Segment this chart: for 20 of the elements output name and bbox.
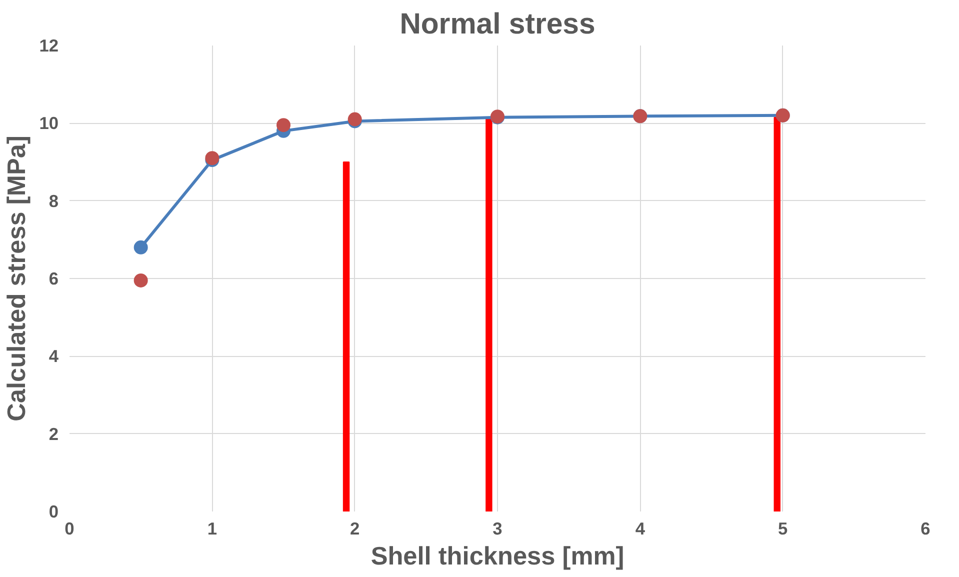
point (276, 118, 290, 132)
y-tick-label: 12 (39, 36, 59, 56)
x-axis-title: Shell thickness [mm] (370, 542, 624, 570)
y-tick-label: 10 (39, 113, 59, 134)
x-tick-label: 2 (350, 518, 360, 538)
chart-title: Normal stress (400, 8, 596, 40)
x-tick-label: 3 (492, 518, 503, 538)
y-tick-label: 4 (48, 346, 59, 366)
x-tick-label: 6 (920, 518, 931, 538)
y-axis-title: Calculated stress [MPa] (3, 136, 32, 422)
x-tick-label: 4 (635, 518, 646, 538)
point (134, 240, 148, 254)
x-tick-label: 1 (207, 518, 218, 538)
x-tick-label: 0 (64, 518, 74, 538)
y-tick-label: 6 (48, 268, 59, 288)
point (134, 273, 148, 288)
y-tick-label: 8 (48, 190, 59, 211)
y-tick-label: 2 (48, 424, 59, 444)
x-tick-label: 5 (778, 518, 788, 538)
y-tick-label: 0 (48, 502, 59, 522)
